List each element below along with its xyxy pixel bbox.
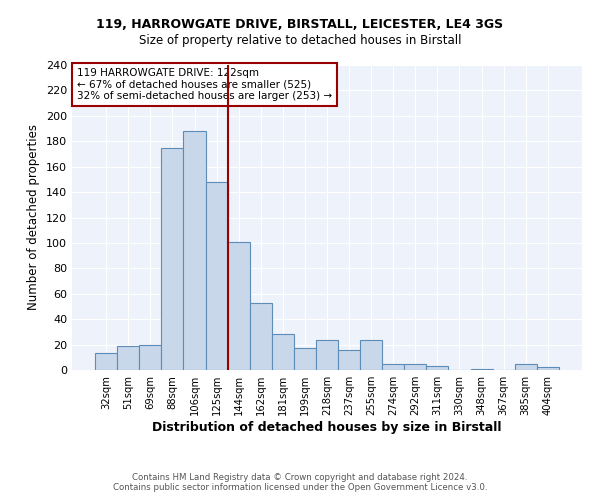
Text: Contains public sector information licensed under the Open Government Licence v3: Contains public sector information licen…: [113, 484, 487, 492]
Bar: [470, 368, 493, 370]
Bar: [515, 364, 537, 370]
Bar: [250, 302, 272, 370]
Bar: [161, 148, 184, 370]
Bar: [360, 340, 382, 370]
X-axis label: Distribution of detached houses by size in Birstall: Distribution of detached houses by size …: [152, 421, 502, 434]
Bar: [227, 242, 250, 370]
Bar: [95, 354, 117, 370]
Bar: [272, 334, 294, 370]
Text: 119 HARROWGATE DRIVE: 122sqm
← 67% of detached houses are smaller (525)
32% of s: 119 HARROWGATE DRIVE: 122sqm ← 67% of de…: [77, 68, 332, 101]
Text: Contains HM Land Registry data © Crown copyright and database right 2024.: Contains HM Land Registry data © Crown c…: [132, 474, 468, 482]
Bar: [184, 131, 206, 370]
Bar: [537, 368, 559, 370]
Y-axis label: Number of detached properties: Number of detached properties: [28, 124, 40, 310]
Text: Size of property relative to detached houses in Birstall: Size of property relative to detached ho…: [139, 34, 461, 47]
Bar: [427, 366, 448, 370]
Bar: [294, 348, 316, 370]
Bar: [382, 364, 404, 370]
Bar: [206, 182, 227, 370]
Bar: [404, 364, 427, 370]
Bar: [338, 350, 360, 370]
Bar: [117, 346, 139, 370]
Bar: [316, 340, 338, 370]
Text: 119, HARROWGATE DRIVE, BIRSTALL, LEICESTER, LE4 3GS: 119, HARROWGATE DRIVE, BIRSTALL, LEICEST…: [97, 18, 503, 30]
Bar: [139, 344, 161, 370]
